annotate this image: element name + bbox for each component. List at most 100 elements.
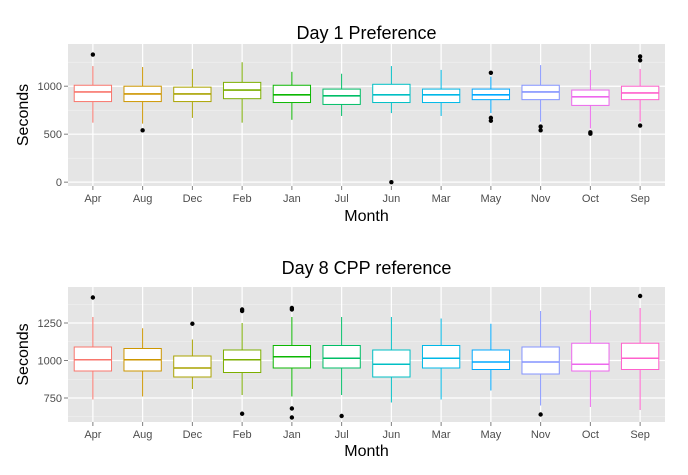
box-body	[322, 345, 361, 369]
box-jun	[372, 66, 411, 185]
x-tick-label: Jan	[283, 429, 301, 441]
chart-panel-1: 0 500 1000 Apr Aug Dec Feb Jan Jul Jun Mar May Nov Oc…	[15, 23, 665, 225]
outlier-point	[289, 415, 295, 420]
box-body	[73, 84, 113, 103]
box-body	[272, 84, 312, 104]
y-axis-label: Seconds	[15, 323, 32, 385]
chart-title: Day 1 Preference	[296, 23, 436, 43]
box-mar	[421, 318, 461, 400]
box-may	[471, 323, 511, 391]
box-aug	[123, 328, 162, 397]
box-body	[471, 349, 511, 370]
outlier-point	[588, 130, 593, 135]
outlier-point	[538, 128, 543, 133]
box-jan	[272, 305, 312, 420]
y-tick-label: 500	[44, 129, 62, 141]
box-body	[421, 345, 461, 369]
outlier-point	[637, 293, 643, 299]
x-tick-label: Feb	[233, 429, 252, 441]
outlier-point	[90, 295, 96, 300]
x-tick-label: Apr	[84, 193, 101, 205]
x-axis-label: Month	[344, 443, 388, 460]
box-mar	[421, 69, 461, 116]
box-aug	[123, 67, 162, 133]
box-oct	[571, 69, 610, 136]
x-tick-label: Mar	[432, 193, 451, 205]
outlier-point	[289, 406, 295, 411]
y-tick-label: 0	[56, 177, 62, 189]
box-nov	[521, 311, 560, 417]
outlier-point	[289, 305, 295, 311]
box-jul	[322, 317, 361, 419]
box-body	[571, 342, 610, 372]
x-tick-label: Nov	[531, 429, 551, 441]
x-tick-label: Jun	[383, 193, 401, 205]
x-tick-label: Jul	[335, 429, 349, 441]
outlier-point	[488, 70, 494, 75]
box-may	[471, 70, 511, 123]
box-dec	[173, 321, 212, 389]
outlier-point	[637, 123, 643, 128]
box-feb	[222, 62, 262, 123]
box-body	[620, 342, 660, 370]
box-oct	[571, 310, 610, 407]
x-tick-label: Feb	[233, 193, 252, 205]
box-body	[173, 355, 212, 378]
plot-background	[68, 44, 665, 186]
box-feb	[222, 307, 262, 416]
plot-background	[68, 287, 665, 422]
y-axis-label: Seconds	[15, 84, 32, 146]
y-tick-label: 1000	[38, 356, 62, 368]
outlier-point	[339, 413, 344, 419]
box-body	[571, 89, 610, 106]
x-tick-label: Aug	[133, 193, 153, 205]
y-tick-label: 1000	[38, 81, 62, 93]
x-tick-label: Nov	[531, 193, 551, 205]
outlier-point	[637, 54, 643, 59]
x-tick-label: Oct	[582, 193, 599, 205]
x-tick-label: Apr	[84, 429, 101, 441]
x-tick-label: Dec	[183, 429, 203, 441]
outlier-point	[488, 115, 494, 121]
x-tick-label: Aug	[133, 429, 153, 441]
x-tick-label: Sep	[630, 429, 650, 441]
box-nov	[521, 65, 560, 133]
x-tick-label: Jul	[335, 193, 349, 205]
x-axis-label: Month	[344, 208, 388, 225]
chart-title: Day 8 CPP reference	[282, 258, 452, 278]
box-apr	[73, 295, 113, 400]
box-body	[372, 83, 411, 104]
box-sep	[620, 54, 660, 128]
box-body	[421, 88, 461, 104]
box-dec	[173, 68, 212, 118]
box-jul	[322, 73, 361, 116]
y-tick-label: 1250	[38, 318, 62, 330]
box-apr	[73, 52, 113, 123]
outlier-point	[190, 321, 195, 326]
outlier-point	[239, 307, 245, 312]
x-tick-label: Jun	[383, 429, 401, 441]
outlier-point	[90, 52, 96, 57]
chart-panel-2: 750 1000 1250 Apr Aug Dec Feb Jan Jul Jun Mar May No…	[15, 258, 665, 460]
x-tick-label: Sep	[630, 193, 650, 205]
box-body	[322, 88, 361, 105]
box-jun	[372, 317, 411, 403]
outlier-point	[389, 179, 394, 185]
outlier-point	[538, 124, 543, 129]
x-tick-label: Oct	[582, 429, 599, 441]
box-sep	[620, 293, 660, 410]
outlier-point	[538, 412, 543, 417]
outlier-point	[637, 58, 643, 63]
x-tick-label: May	[480, 429, 501, 441]
box-body	[222, 349, 262, 373]
outlier-point	[140, 128, 145, 133]
x-tick-label: May	[480, 193, 501, 205]
outlier-point	[239, 411, 245, 416]
x-tick-label: Dec	[183, 193, 203, 205]
box-body	[521, 346, 560, 375]
y-tick-label: 750	[44, 393, 62, 405]
box-jan	[272, 71, 312, 120]
x-tick-label: Jan	[283, 193, 301, 205]
x-tick-label: Mar	[432, 429, 451, 441]
